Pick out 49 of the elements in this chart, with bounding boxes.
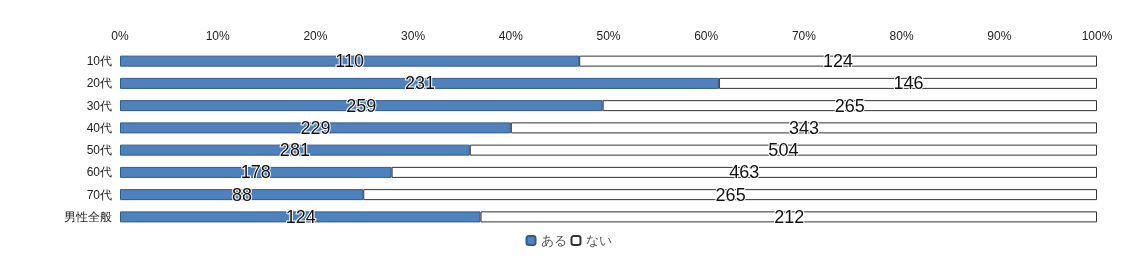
x-tick-label: 60% <box>694 29 719 43</box>
x-tick-label: 30% <box>401 29 426 43</box>
annotation: 178 <box>240 162 271 183</box>
annotation: 110 <box>335 51 364 72</box>
annotation: 504 <box>768 140 799 161</box>
x-tick-label: 10% <box>205 29 231 43</box>
bar <box>469 144 1097 156</box>
annotation: 124 <box>823 51 854 72</box>
x-tick-label: 20% <box>303 29 328 43</box>
bar <box>120 122 511 134</box>
annotation: 281 <box>279 140 310 161</box>
y-tick-label: 男性全般 <box>64 209 112 224</box>
x-tick-label: 70% <box>791 29 817 43</box>
y-tick-label: 70代 <box>86 187 112 202</box>
bar <box>120 77 719 89</box>
annotation: 259 <box>346 95 377 116</box>
bar <box>120 211 481 223</box>
x-tick-label: 80% <box>889 29 914 43</box>
annotation: 229 <box>300 117 331 138</box>
bar <box>120 189 364 201</box>
x-tick-label: 100% <box>1081 29 1113 43</box>
bar <box>579 55 1097 67</box>
bar <box>391 166 1097 178</box>
x-tick-label: 90% <box>987 29 1012 43</box>
bar <box>510 122 1097 134</box>
bar <box>363 189 1097 201</box>
bar <box>120 166 392 178</box>
bar <box>120 100 603 112</box>
annotation: 212 <box>774 206 805 227</box>
y-tick-label: 30代 <box>86 98 112 113</box>
bar <box>120 144 470 156</box>
bar <box>480 211 1097 223</box>
y-tick-label: 60代 <box>86 165 112 180</box>
annotation: 124 <box>285 206 316 227</box>
legend-label: ない <box>585 233 612 248</box>
x-tick-label: 0% <box>111 29 129 43</box>
bar <box>602 100 1097 112</box>
y-tick-label: 20代 <box>86 76 112 91</box>
annotation: 231 <box>404 73 435 94</box>
y-tick-label: 10代 <box>86 54 112 69</box>
annotation: 88 <box>232 184 253 205</box>
annotation: 343 <box>788 117 819 138</box>
x-tick-label: 50% <box>596 29 621 43</box>
y-tick-label: 40代 <box>86 120 112 135</box>
bar <box>120 55 580 67</box>
legend-label: ある <box>540 233 567 248</box>
x-tick-label: 40% <box>498 29 524 43</box>
y-tick-label: 50代 <box>86 143 112 158</box>
bar <box>718 77 1097 89</box>
